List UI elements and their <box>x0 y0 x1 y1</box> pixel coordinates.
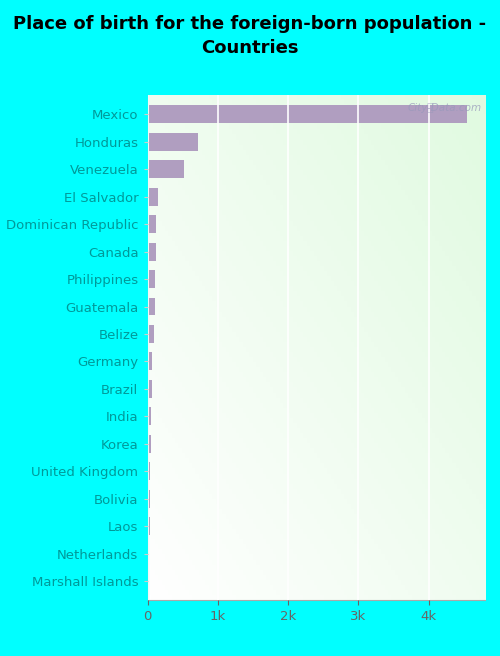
Text: Place of birth for the foreign-born population -
Countries: Place of birth for the foreign-born popu… <box>14 15 486 57</box>
Bar <box>148 352 152 371</box>
Bar <box>148 106 468 123</box>
Bar <box>148 407 152 425</box>
Text: City-Data.com: City-Data.com <box>408 103 482 113</box>
Bar <box>148 188 158 205</box>
Bar <box>148 490 150 508</box>
Bar <box>148 572 149 590</box>
Bar <box>148 270 155 288</box>
Bar <box>148 298 154 316</box>
Bar <box>148 380 152 398</box>
Bar <box>148 435 151 453</box>
Bar <box>148 215 156 233</box>
Bar <box>148 517 150 535</box>
Bar <box>148 325 154 343</box>
Bar <box>148 133 198 151</box>
Bar <box>148 160 184 178</box>
Bar <box>148 243 156 260</box>
Bar <box>148 462 150 480</box>
Bar <box>148 544 150 562</box>
Text: ⓘ: ⓘ <box>426 103 432 113</box>
